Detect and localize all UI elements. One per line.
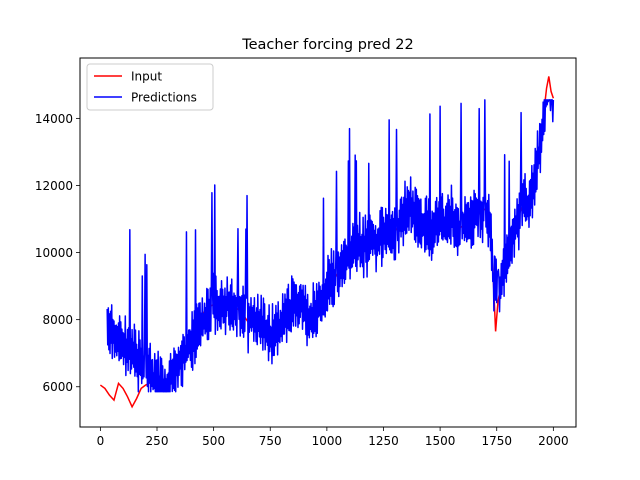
y-tick-label: 6000 bbox=[42, 380, 73, 394]
y-tick-label: 8000 bbox=[42, 313, 73, 327]
x-tick-label: 250 bbox=[146, 434, 169, 448]
x-tick-label: 1000 bbox=[312, 434, 343, 448]
y-tick-label: 10000 bbox=[35, 246, 73, 260]
x-tick-label: 500 bbox=[202, 434, 225, 448]
legend-label-predictions: Predictions bbox=[131, 91, 197, 105]
x-tick-label: 1750 bbox=[481, 434, 512, 448]
legend: Input Predictions bbox=[86, 63, 214, 111]
y-axis: 6000 8000 10000 12000 14000 bbox=[35, 112, 80, 394]
x-tick-label: 1500 bbox=[425, 434, 456, 448]
x-tick-label: 0 bbox=[97, 434, 105, 448]
legend-label-input: Input bbox=[131, 70, 162, 84]
y-tick-label: 14000 bbox=[35, 112, 73, 126]
x-tick-label: 2000 bbox=[538, 434, 569, 448]
plot-area bbox=[99, 76, 555, 409]
x-axis: 0 250 500 750 1000 1250 1500 1750 2000 bbox=[97, 427, 569, 448]
x-tick-label: 750 bbox=[259, 434, 282, 448]
axes-frame bbox=[79, 57, 577, 428]
chart-title: Teacher forcing pred 22 bbox=[241, 37, 414, 53]
x-tick-label: 1250 bbox=[368, 434, 399, 448]
series-line-predictions bbox=[106, 99, 555, 393]
y-tick-label: 12000 bbox=[35, 179, 73, 193]
